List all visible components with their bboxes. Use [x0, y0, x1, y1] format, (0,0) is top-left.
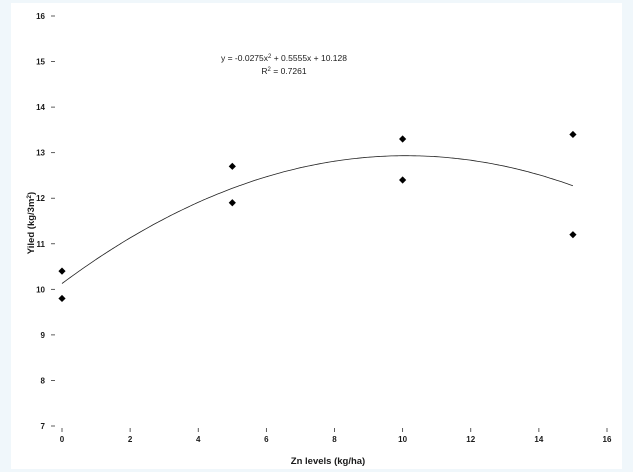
x-axis-title: Zn levels (kg/ha)	[291, 456, 365, 467]
data-point	[569, 231, 577, 239]
x-tick-label: 12	[466, 435, 475, 444]
y-tick-label: 16	[36, 12, 45, 21]
trendline-r-squared: R2 = 0.7261	[261, 66, 306, 76]
trendline	[61, 155, 574, 284]
x-tick-label: 10	[398, 435, 407, 444]
data-point	[399, 135, 407, 143]
x-tick-label: 8	[332, 435, 337, 444]
data-point	[58, 267, 66, 275]
y-tick-label: 7	[41, 422, 46, 431]
data-point	[58, 294, 66, 303]
y-tick-label: 8	[41, 376, 46, 385]
y-tick-label: 10	[36, 285, 45, 294]
x-tick-label: 14	[534, 435, 543, 444]
y-tick-label: 9	[41, 331, 46, 340]
x-axis: 0 2 4 6 8 10 12 14 16	[60, 428, 612, 444]
chart-frame: 7 8 9 10 11 12 13 14 15 16 0 2 4 6 8 10 12 14 16 y = -0.0…	[11, 3, 622, 469]
x-tick-label: 16	[603, 435, 612, 444]
y-axis: 7 8 9 10 11 12 13 14 15 16	[36, 12, 55, 431]
data-point	[399, 176, 407, 184]
data-point	[228, 162, 236, 170]
data-point	[228, 199, 236, 207]
scatter-chart: 7 8 9 10 11 12 13 14 15 16 0 2 4 6 8 10 12 14 16 y = -0.0…	[26, 12, 612, 467]
y-tick-label: 12	[36, 194, 45, 203]
data-point	[569, 130, 577, 139]
y-tick-label: 13	[36, 149, 45, 158]
x-tick-label: 6	[264, 435, 269, 444]
trendline-equation: y = -0.0275x2 + 0.5555x + 10.128	[221, 53, 347, 63]
x-tick-label: 2	[128, 435, 133, 444]
x-tick-label: 4	[196, 435, 201, 444]
y-tick-label: 11	[37, 240, 46, 249]
x-tick-label: 0	[60, 435, 65, 444]
y-axis-title: Yiled (kg/3m2)	[26, 192, 37, 254]
y-tick-label: 15	[36, 58, 45, 67]
y-tick-label: 14	[36, 103, 45, 112]
data-points	[58, 130, 577, 303]
